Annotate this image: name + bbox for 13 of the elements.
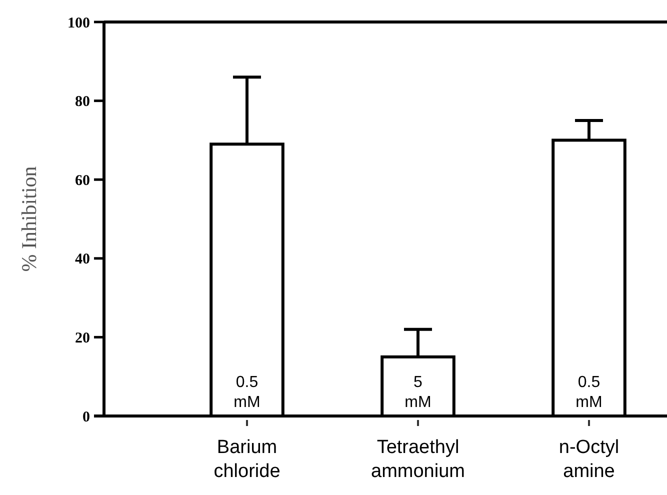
y-axis-title: % Inhibition [17,166,41,272]
y-tick-label: 100 [68,15,90,32]
y-tick-label: 20 [75,330,90,346]
y-tick-label: 80 [75,94,90,110]
x-tick-label: Barium chloride [214,437,280,482]
y-tick-label: 60 [75,172,90,189]
x-tick-label: n-Octyl amine [558,437,620,482]
annotation: 5 mM [404,374,432,411]
annotation: 0.5 mM [576,374,602,411]
y-tick-label: 0 [82,409,90,426]
y-tick-label: 40 [75,252,90,268]
x-tick-label: Tetraethyl ammonium [371,437,465,482]
annotation: 0.5 mM [234,374,260,411]
